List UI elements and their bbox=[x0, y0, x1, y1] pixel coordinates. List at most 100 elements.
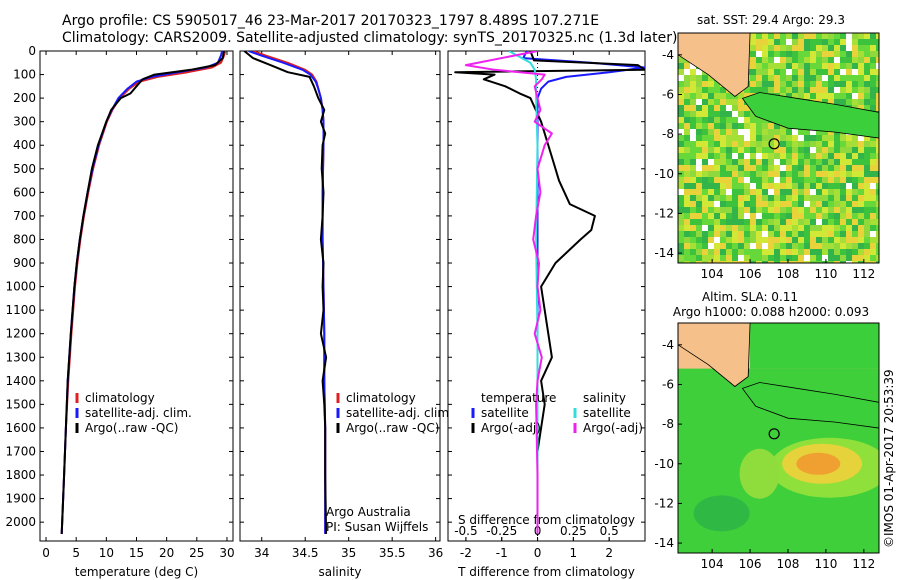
sst-cell bbox=[786, 219, 792, 225]
sla-blob-4 bbox=[693, 495, 750, 532]
sst-cell bbox=[762, 189, 768, 195]
sst-cell bbox=[822, 51, 828, 57]
sst-cell bbox=[816, 219, 822, 225]
sst-cell bbox=[852, 225, 858, 231]
sst-cell bbox=[690, 177, 696, 183]
sst-cell bbox=[690, 111, 696, 117]
sst-cell bbox=[792, 93, 798, 99]
sst-cell bbox=[756, 117, 762, 123]
sst-cell bbox=[810, 45, 816, 51]
sst-cell bbox=[732, 129, 738, 135]
sst-cell bbox=[846, 201, 852, 207]
sst-cell bbox=[834, 153, 840, 159]
sst-cell bbox=[846, 249, 852, 255]
sst-cell bbox=[738, 171, 744, 177]
sst-cell bbox=[828, 219, 834, 225]
sst-cell bbox=[720, 141, 726, 147]
sst-cell bbox=[780, 219, 786, 225]
sst-cell bbox=[804, 69, 810, 75]
sst-cell bbox=[702, 237, 708, 243]
sst-cell bbox=[786, 189, 792, 195]
sst-cell bbox=[720, 171, 726, 177]
sst-cell bbox=[828, 75, 834, 81]
sst-cell bbox=[786, 45, 792, 51]
sst-cell bbox=[822, 243, 828, 249]
sst-cell bbox=[786, 177, 792, 183]
sst-cell bbox=[774, 189, 780, 195]
sst-cell bbox=[780, 159, 786, 165]
sla-map-field bbox=[678, 323, 879, 553]
sst-cell bbox=[762, 201, 768, 207]
sst-cell bbox=[852, 183, 858, 189]
differences-axes-box bbox=[447, 50, 646, 542]
sst-cell bbox=[690, 93, 696, 99]
sst-cell bbox=[750, 69, 756, 75]
sst-cell bbox=[786, 141, 792, 147]
sst-cell bbox=[678, 177, 684, 183]
sst-cell bbox=[762, 45, 768, 51]
sst-cell bbox=[750, 243, 756, 249]
sst-cell bbox=[714, 237, 720, 243]
sst-cell bbox=[786, 81, 792, 87]
sst-cell bbox=[798, 45, 804, 51]
sst-cell bbox=[846, 171, 852, 177]
sst-cell bbox=[738, 243, 744, 249]
sst-cell bbox=[738, 135, 744, 141]
sst-cell bbox=[786, 243, 792, 249]
sst-cell bbox=[714, 141, 720, 147]
sst-cell bbox=[756, 243, 762, 249]
sst-cell bbox=[774, 141, 780, 147]
sst-cell bbox=[678, 243, 684, 249]
sst-cell bbox=[858, 153, 864, 159]
sst-cell bbox=[690, 147, 696, 153]
sst-cell bbox=[870, 201, 876, 207]
sst-cell bbox=[810, 93, 816, 99]
sst-cell bbox=[864, 183, 870, 189]
sst-cell bbox=[786, 255, 792, 261]
sst-cell bbox=[744, 243, 750, 249]
salinity-series-satellite-adj-clim- bbox=[248, 51, 327, 534]
sst-cell bbox=[678, 165, 684, 171]
sst-cell bbox=[744, 249, 750, 255]
sst-cell bbox=[726, 207, 732, 213]
sst-cell bbox=[756, 213, 762, 219]
sst-cell bbox=[684, 261, 690, 263]
salinity-legend-entry: Argo(..raw -QC) bbox=[346, 421, 439, 435]
sla-map-ytick-label: -12 bbox=[654, 496, 674, 510]
sst-cell bbox=[750, 57, 756, 63]
sst-cell bbox=[786, 153, 792, 159]
sst-cell bbox=[864, 87, 870, 93]
temperature-axes-box bbox=[39, 50, 234, 542]
sst-cell bbox=[678, 195, 684, 201]
sst-cell bbox=[750, 111, 756, 117]
sst-cell bbox=[846, 87, 852, 93]
sst-cell bbox=[732, 219, 738, 225]
sst-cell bbox=[822, 135, 828, 141]
sst-cell bbox=[780, 243, 786, 249]
sst-cell bbox=[846, 237, 852, 243]
sst-cell bbox=[738, 105, 744, 111]
sst-cell bbox=[696, 171, 702, 177]
sst-cell bbox=[750, 171, 756, 177]
temperature-series-argo-raw-qc- bbox=[60, 51, 225, 534]
sst-cell bbox=[702, 111, 708, 117]
sst-cell bbox=[762, 69, 768, 75]
sst-cell bbox=[768, 159, 774, 165]
sst-cell bbox=[696, 135, 702, 141]
sst-cell bbox=[816, 153, 822, 159]
sst-map: 104 106 108 110 112 -4 -6 -8 -10 -12 -14 bbox=[654, 32, 880, 281]
sst-cell bbox=[822, 213, 828, 219]
sst-cell bbox=[678, 225, 684, 231]
sst-cell bbox=[852, 87, 858, 93]
sst-cell bbox=[702, 75, 708, 81]
sst-cell bbox=[780, 165, 786, 171]
temperature-legend-entry: satellite-adj. clim. bbox=[85, 406, 192, 420]
sst-cell bbox=[834, 87, 840, 93]
sst-cell bbox=[834, 255, 840, 261]
sst-cell bbox=[798, 33, 804, 39]
sst-cell bbox=[762, 243, 768, 249]
sst-cell bbox=[720, 183, 726, 189]
sst-cell bbox=[780, 177, 786, 183]
depth-tick-label: 1700 bbox=[5, 444, 36, 458]
